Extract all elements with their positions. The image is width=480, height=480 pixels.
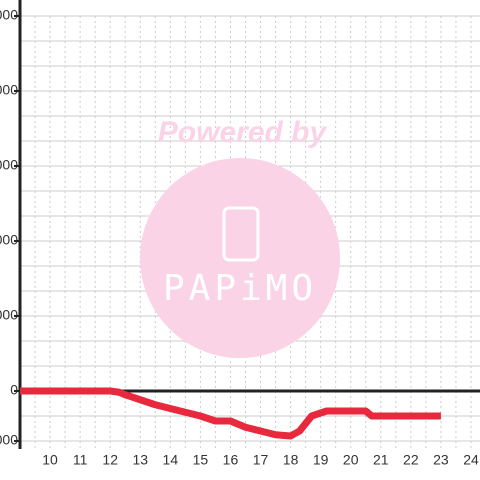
x-tick-label: 19: [313, 452, 329, 468]
x-tick-label: 17: [253, 452, 269, 468]
x-tick-label: 18: [283, 452, 299, 468]
data-line: [20, 387, 441, 440]
x-tick-label: 22: [403, 452, 419, 468]
plot: -20,000 0 30,000 60,000 90,000 120,000 150,000…: [0, 0, 480, 468]
x-tick-label: 20: [343, 452, 359, 468]
x-tick-label: 11: [73, 452, 88, 468]
x-tick-label: 23: [433, 452, 449, 468]
watermark-logo: PAPiMO: [163, 268, 317, 309]
y-tick-label: 30,000: [0, 307, 18, 323]
x-tick-label: 24: [463, 452, 479, 468]
y-tick-label: 60,000: [0, 232, 18, 248]
watermark-circle: [140, 158, 340, 358]
x-tick-label: 13: [132, 452, 148, 468]
y-tick-label: 0: [10, 382, 18, 398]
x-tick-label: 15: [193, 452, 209, 468]
y-tick-label: 90,000: [0, 157, 18, 173]
y-tick-label: 150,000: [0, 7, 18, 23]
x-tick-label: 10: [42, 452, 58, 468]
watermark-phone: [222, 206, 260, 262]
x-tick-label: 12: [102, 452, 118, 468]
y-tick-label: -20,000: [0, 432, 18, 448]
x-tick-label: 14: [163, 452, 179, 468]
watermark-title: Powered by: [158, 116, 328, 149]
y-tick-label: 120,000: [0, 82, 18, 98]
x-tick-label: 16: [223, 452, 239, 468]
x-tick-label: 21: [373, 452, 389, 468]
